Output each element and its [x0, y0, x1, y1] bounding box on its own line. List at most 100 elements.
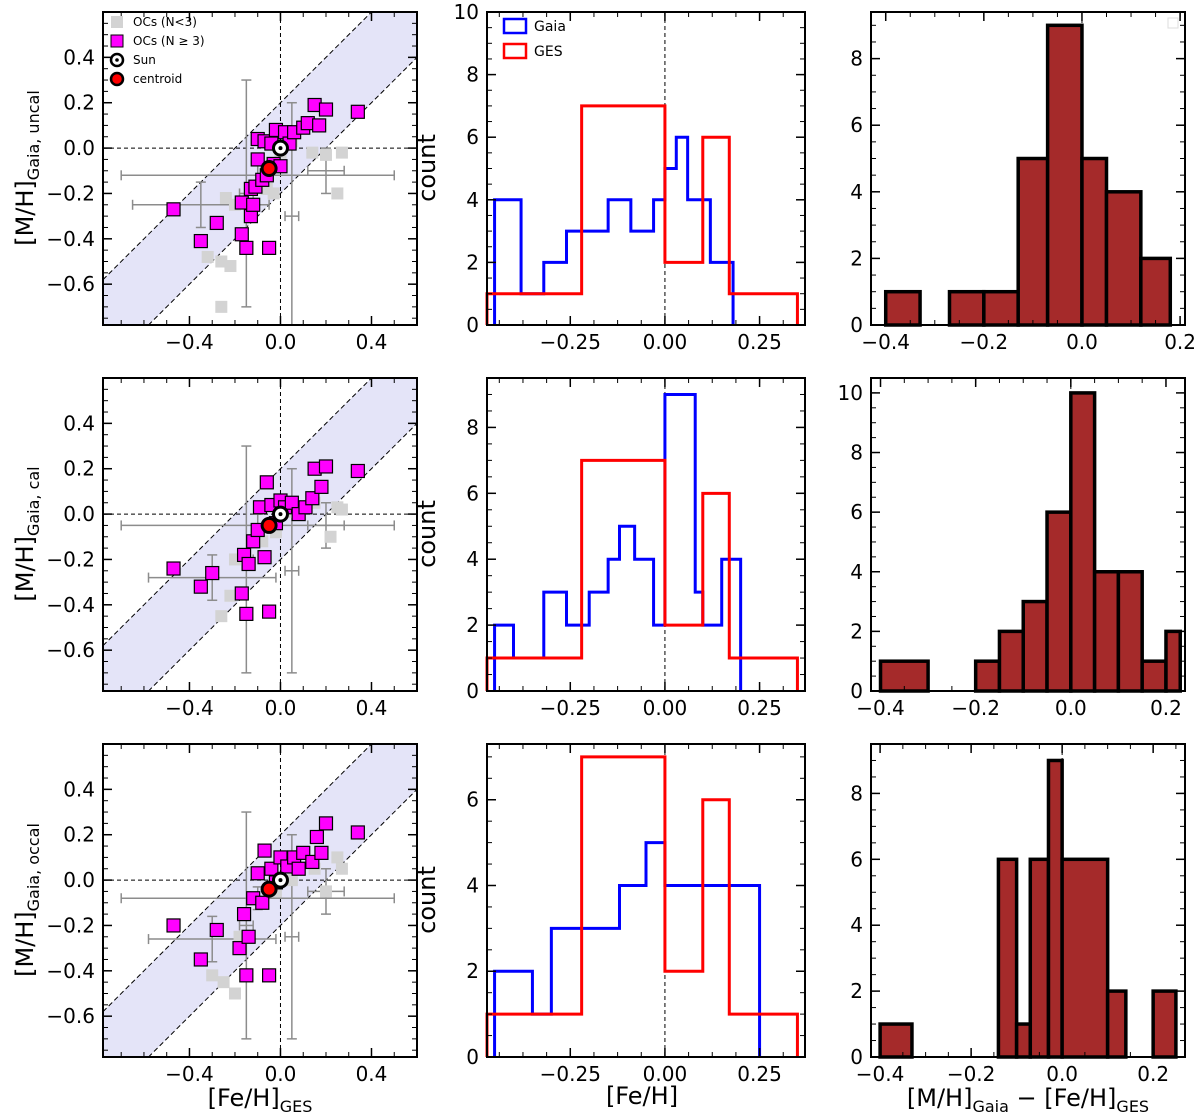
y-tick-label: 0	[850, 313, 863, 337]
magenta-point	[239, 606, 254, 621]
y-tick-label: 4	[850, 180, 863, 204]
magenta-point	[259, 475, 274, 490]
magenta-point	[205, 565, 220, 581]
legend-label-ocs-lt3: OCs (N<3)	[133, 15, 197, 29]
magenta-point	[257, 843, 272, 858]
magenta-point	[166, 561, 181, 576]
y-tick-label: 2	[466, 959, 479, 983]
x-tick-label: −0.2	[947, 1062, 996, 1086]
magenta-point	[209, 922, 224, 938]
y-tick-label: 4	[850, 913, 863, 937]
difference-bar	[1139, 256, 1173, 327]
gray-point	[217, 976, 230, 989]
magenta-point	[166, 202, 181, 217]
y-tick-label: 10	[838, 381, 863, 405]
difference-bar	[1164, 629, 1182, 693]
scatter-plot-area	[103, 12, 417, 325]
x-tick-label: 0.25	[737, 696, 782, 720]
difference-bar	[1045, 23, 1084, 327]
y-tick-label: 6	[466, 481, 479, 505]
magenta-point	[262, 968, 277, 983]
x-tick-label: 0.00	[643, 1062, 688, 1086]
magenta-point	[318, 102, 334, 117]
x-tick-label: −0.4	[861, 330, 910, 354]
gray-point	[215, 255, 228, 268]
magenta-point	[264, 861, 279, 876]
gray-point	[335, 862, 348, 875]
difference-bar	[1104, 190, 1143, 327]
magenta-point	[350, 463, 365, 479]
y-tick-label: 8	[850, 781, 863, 805]
y-tick-label: 0	[466, 313, 479, 337]
magenta-point	[234, 586, 249, 601]
y-tick-label: 2	[466, 613, 479, 637]
y-tick-label: −0.2	[46, 181, 95, 205]
legend-gaia-swatch	[502, 17, 528, 35]
difference-bar	[1105, 989, 1128, 1059]
sun-marker-dot	[278, 146, 283, 151]
difference-bar	[973, 659, 1002, 693]
gray-point	[224, 260, 237, 273]
magenta-point	[314, 479, 329, 494]
x-tick-label: −0.4	[165, 330, 214, 354]
magenta-point	[309, 829, 324, 845]
empty-legend-box	[1167, 17, 1179, 29]
y-tick-label: 4	[466, 547, 479, 571]
x-tick-label: −0.4	[165, 696, 214, 720]
magenta-point	[241, 929, 256, 944]
magenta-point	[166, 918, 181, 933]
gray-point	[219, 191, 232, 204]
difference-bar	[883, 289, 922, 327]
panel-frame	[486, 377, 806, 692]
gray-point	[201, 250, 214, 263]
y-tick-label: 0.0	[63, 136, 95, 160]
y-tick-label: 4	[850, 560, 863, 584]
magenta-point	[193, 579, 208, 594]
magenta-point	[250, 152, 265, 167]
magenta-point	[318, 816, 334, 831]
x-tick-label: −0.25	[540, 330, 601, 354]
histogram-step-gaia	[493, 135, 735, 325]
y-tick-label: −0.2	[46, 913, 95, 937]
gray-point	[224, 589, 237, 602]
legend-magenta-square-marker	[110, 34, 124, 48]
magenta-point	[246, 197, 261, 212]
y-tick-label: −0.4	[46, 593, 95, 617]
y-tick-label: 6	[466, 788, 479, 812]
panel-frame	[102, 743, 418, 1058]
y-tick-label: 2	[850, 979, 863, 1003]
x-tick-label: 0.2	[1150, 696, 1182, 720]
panel-histogram-step-row3: −0.25 0.00 0.25 0 2 4 6	[466, 743, 806, 1086]
scatter-ylabel-row1: [M/H]Gaia, uncal	[11, 90, 43, 246]
x-tick-label: 0.0	[1046, 1062, 1078, 1086]
magenta-point	[350, 104, 365, 119]
band-edge-line	[147, 57, 417, 325]
x-tick-label: 0.4	[356, 696, 388, 720]
legend-label-sun: Sun	[133, 53, 156, 67]
magenta-point	[262, 240, 277, 255]
magenta-point	[239, 240, 254, 255]
magenta-point	[239, 968, 254, 983]
legend-ges-swatch	[502, 42, 528, 60]
x-tick-label: 0.25	[737, 330, 782, 354]
difference-bar	[1014, 1022, 1033, 1059]
y-tick-label: 0.0	[63, 868, 95, 892]
gray-point	[331, 851, 344, 864]
y-tick-label: 0.0	[63, 502, 95, 526]
histogram-step-ges	[485, 755, 799, 1057]
panel-frame	[870, 743, 1186, 1058]
x-tick-label: 0.25	[737, 1062, 782, 1086]
difference-bar	[1151, 989, 1178, 1059]
y-tick-label: −0.6	[46, 638, 95, 662]
y-tick-label: −0.4	[46, 227, 95, 251]
y-tick-label: 6	[466, 125, 479, 149]
x-tick-label: 0.00	[643, 696, 688, 720]
x-tick-label: 0.0	[1066, 330, 1098, 354]
gray-point	[319, 148, 332, 161]
legend-gray-square-marker	[111, 16, 123, 28]
difference-bar	[1080, 156, 1109, 327]
sun-marker-dot	[278, 512, 283, 517]
panel-histogram-step-row2: −0.25 0.00 0.25 0 2 4 6 8	[466, 377, 806, 720]
magenta-point	[255, 895, 270, 910]
diff-xlabel: [M/H]Gaia − [Fe/H]GES	[907, 1084, 1149, 1116]
